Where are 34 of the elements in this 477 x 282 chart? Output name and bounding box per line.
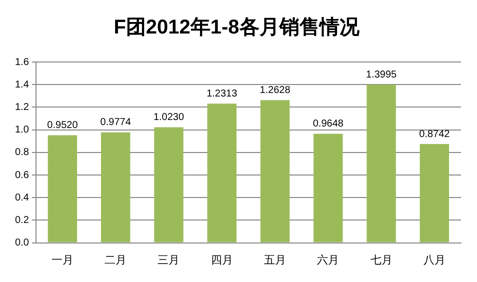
data-label: 0.9520 bbox=[47, 120, 78, 131]
bar bbox=[100, 132, 130, 242]
data-label: 1.0230 bbox=[153, 112, 184, 123]
x-tick-label: 三月 bbox=[158, 254, 180, 266]
y-tick-label: 1.2 bbox=[14, 102, 30, 113]
y-tick-label: 0.6 bbox=[14, 170, 30, 181]
bar bbox=[314, 134, 343, 242]
x-tick-label: 二月 bbox=[104, 254, 127, 266]
bar bbox=[366, 84, 396, 242]
x-tick-label: 八月 bbox=[423, 254, 446, 266]
y-tick-label: 0.8 bbox=[14, 147, 30, 158]
x-tick-label: 一月 bbox=[51, 254, 74, 266]
data-label: 1.2313 bbox=[206, 88, 238, 100]
y-tick-label: 1.4 bbox=[14, 79, 30, 90]
bar bbox=[260, 100, 290, 242]
data-label: 0.8742 bbox=[419, 128, 450, 140]
y-tick-label: 0.2 bbox=[14, 214, 30, 226]
bar bbox=[207, 104, 236, 242]
x-tick-label: 七月 bbox=[370, 253, 392, 266]
bar bbox=[420, 144, 450, 242]
y-tick-label: 1.0 bbox=[14, 124, 30, 136]
y-tick-label: 0.0 bbox=[14, 238, 30, 249]
x-tick-label: 五月 bbox=[264, 254, 286, 266]
y-tick-label: 0.4 bbox=[14, 192, 30, 204]
chart-title: F团2012年1-8各月销售情况 bbox=[114, 16, 360, 39]
y-tick-label: 1.6 bbox=[14, 56, 30, 68]
x-tick-label: 四月 bbox=[210, 254, 233, 266]
bar bbox=[154, 127, 184, 242]
x-tick-label: 六月 bbox=[317, 253, 340, 266]
data-label: 1.2628 bbox=[260, 84, 291, 96]
data-label: 0.9648 bbox=[312, 118, 344, 130]
data-label: 0.9774 bbox=[100, 117, 132, 128]
data-label: 1.3995 bbox=[366, 69, 398, 80]
bar bbox=[48, 135, 78, 242]
